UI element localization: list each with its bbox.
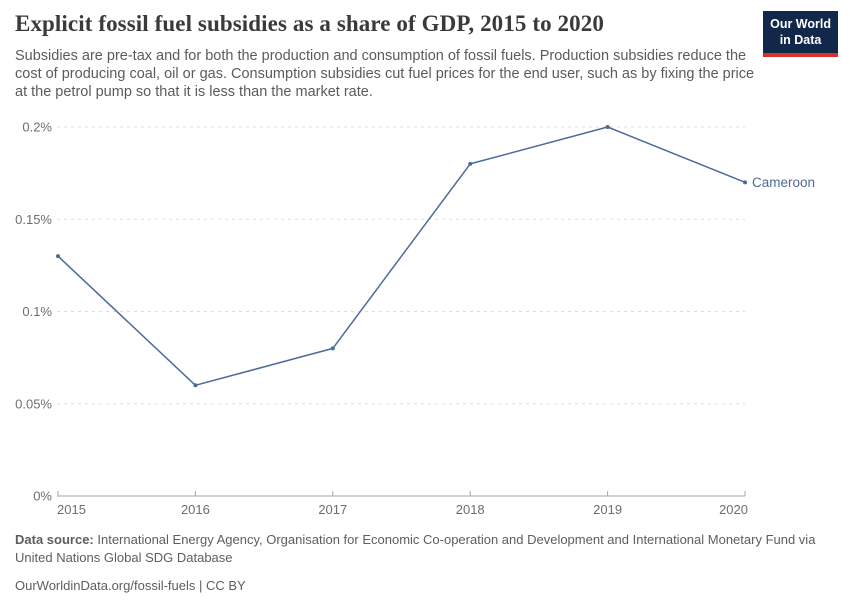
y-tick-label: 0.2% xyxy=(22,120,52,135)
y-tick-label: 0.1% xyxy=(22,304,52,319)
y-tick-label: 0% xyxy=(33,489,52,504)
x-tick-label: 2016 xyxy=(181,502,210,517)
y-tick-label: 0.05% xyxy=(15,396,52,411)
data-point[interactable] xyxy=(743,180,747,185)
data-line[interactable] xyxy=(57,126,746,387)
chart-subtitle: Subsidies are pre-tax and for both the p… xyxy=(15,47,755,100)
owid-logo[interactable]: Our World in Data xyxy=(763,11,838,58)
x-tick-label: 2015 xyxy=(57,502,86,517)
x-tick-label: 2018 xyxy=(456,502,485,517)
owid-logo-line1: Our World xyxy=(770,17,831,31)
data-point[interactable] xyxy=(605,125,610,129)
x-tick-label: 2020 xyxy=(719,502,748,517)
data-source-label: Data source: xyxy=(15,532,94,547)
y-tick-label: 0.15% xyxy=(15,212,52,227)
data-point[interactable] xyxy=(56,254,60,259)
data-point[interactable] xyxy=(468,161,473,166)
chart-header: Explicit fossil fuel subsidies as a shar… xyxy=(15,10,838,101)
x-tick-label: 2017 xyxy=(318,502,347,517)
owid-logo-line2: in Data xyxy=(779,32,822,47)
citation[interactable]: OurWorldinData.org/fossil-fuels | CC BY xyxy=(15,578,246,593)
data-point[interactable] xyxy=(193,383,198,388)
line-chart[interactable]: 0% 0.05% 0.1% 0.15% 0.2% 2015 2016 2017 2018 2019… xyxy=(0,110,850,530)
data-source-text: International Energy Agency, Organisatio… xyxy=(15,532,816,565)
data-point[interactable] xyxy=(330,346,335,351)
page-title: Explicit fossil fuel subsidies as a shar… xyxy=(15,11,604,36)
x-tick-label: 2019 xyxy=(593,502,622,517)
data-source: Data source: International Energy Agency… xyxy=(15,531,837,567)
series-label[interactable]: Cameroon xyxy=(752,175,815,190)
chart-footer: Data source: International Energy Agency… xyxy=(15,531,837,594)
